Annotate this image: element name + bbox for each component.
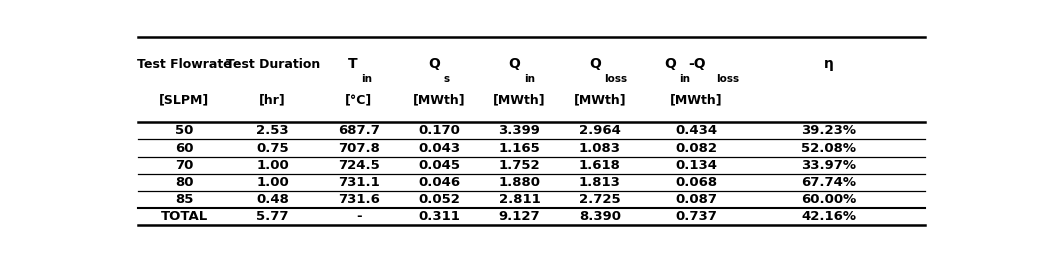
Text: 0.311: 0.311	[418, 210, 460, 223]
Text: in: in	[679, 74, 691, 84]
Text: s: s	[444, 74, 450, 84]
Text: 42.16%: 42.16%	[802, 210, 857, 223]
Text: 0.052: 0.052	[418, 193, 460, 206]
Text: 0.170: 0.170	[418, 124, 460, 137]
Text: 0.48: 0.48	[256, 193, 289, 206]
Text: 8.390: 8.390	[579, 210, 621, 223]
Text: 80: 80	[175, 176, 194, 189]
Text: 707.8: 707.8	[338, 141, 380, 154]
Text: 1.880: 1.880	[499, 176, 540, 189]
Text: 5.77: 5.77	[256, 210, 289, 223]
Text: 3.399: 3.399	[499, 124, 540, 137]
Text: 0.045: 0.045	[418, 159, 460, 172]
Text: 1.752: 1.752	[499, 159, 540, 172]
Text: -: -	[356, 210, 362, 223]
Text: 1.618: 1.618	[579, 159, 621, 172]
Text: 2.725: 2.725	[579, 193, 620, 206]
Text: 60.00%: 60.00%	[802, 193, 857, 206]
Text: 0.087: 0.087	[675, 193, 718, 206]
Text: 85: 85	[175, 193, 194, 206]
Text: 9.127: 9.127	[499, 210, 540, 223]
Text: 0.046: 0.046	[418, 176, 460, 189]
Text: Q: Q	[508, 57, 521, 71]
Text: 60: 60	[175, 141, 194, 154]
Text: 70: 70	[175, 159, 194, 172]
Text: TOTAL: TOTAL	[161, 210, 207, 223]
Text: 39.23%: 39.23%	[802, 124, 857, 137]
Text: 0.082: 0.082	[675, 141, 718, 154]
Text: in: in	[525, 74, 535, 84]
Text: 1.083: 1.083	[579, 141, 621, 154]
Text: Q: Q	[589, 57, 600, 71]
Text: 50: 50	[175, 124, 194, 137]
Text: T: T	[347, 57, 357, 71]
Text: 67.74%: 67.74%	[802, 176, 857, 189]
Text: [MWth]: [MWth]	[670, 94, 723, 107]
Text: 0.134: 0.134	[675, 159, 718, 172]
Text: 0.434: 0.434	[675, 124, 718, 137]
Text: 731.1: 731.1	[338, 176, 380, 189]
Text: [°C]: [°C]	[345, 94, 372, 107]
Text: Q: Q	[665, 57, 676, 71]
Text: 1.00: 1.00	[256, 159, 289, 172]
Text: 0.068: 0.068	[675, 176, 718, 189]
Text: 2.811: 2.811	[499, 193, 540, 206]
Text: Test Flowrate: Test Flowrate	[137, 58, 231, 71]
Text: 52.08%: 52.08%	[802, 141, 857, 154]
Text: 1.00: 1.00	[256, 176, 289, 189]
Text: 0.737: 0.737	[675, 210, 718, 223]
Text: 0.75: 0.75	[256, 141, 289, 154]
Text: 731.6: 731.6	[338, 193, 380, 206]
Text: [MWth]: [MWth]	[573, 94, 626, 107]
Text: 1.813: 1.813	[579, 176, 621, 189]
Text: [MWth]: [MWth]	[494, 94, 545, 107]
Text: loss: loss	[605, 74, 627, 84]
Text: 0.043: 0.043	[418, 141, 460, 154]
Text: loss: loss	[717, 74, 739, 84]
Text: 33.97%: 33.97%	[802, 159, 857, 172]
Text: [MWth]: [MWth]	[413, 94, 466, 107]
Text: 1.165: 1.165	[499, 141, 540, 154]
Text: 2.964: 2.964	[579, 124, 621, 137]
Text: η: η	[823, 57, 834, 71]
Text: 2.53: 2.53	[256, 124, 289, 137]
Text: [hr]: [hr]	[259, 94, 286, 107]
Text: 687.7: 687.7	[338, 124, 380, 137]
Text: -Q: -Q	[689, 57, 706, 71]
Text: Q: Q	[428, 57, 440, 71]
Text: 724.5: 724.5	[338, 159, 380, 172]
Text: in: in	[361, 74, 372, 84]
Text: Test Duration: Test Duration	[226, 58, 319, 71]
Text: [SLPM]: [SLPM]	[159, 94, 209, 107]
